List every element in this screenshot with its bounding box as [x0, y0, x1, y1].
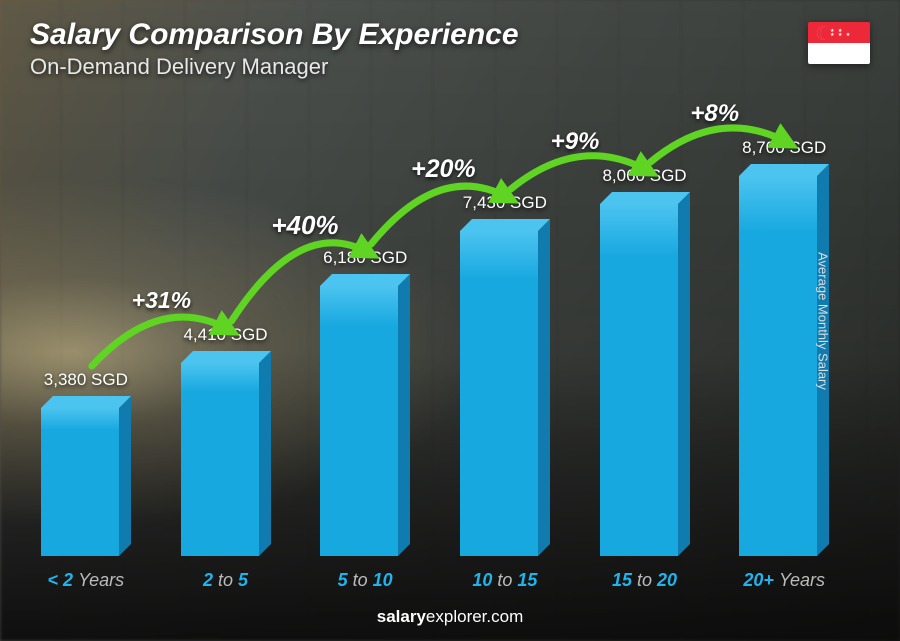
x-axis-label: 5 to 10 — [309, 570, 421, 591]
bar-slot: 4,410 SGD — [170, 363, 282, 556]
x-axis-label: 10 to 15 — [449, 570, 561, 591]
bar-slot: 3,380 SGD — [30, 408, 142, 556]
x-axis-label: 20+ Years — [728, 570, 840, 591]
bar — [600, 204, 690, 556]
bar-value-label: 8,700 SGD — [742, 138, 826, 158]
x-axis-label: 2 to 5 — [170, 570, 282, 591]
y-axis-label: Average Monthly Salary — [816, 252, 831, 390]
bar-value-label: 4,410 SGD — [183, 325, 267, 345]
footer-bold: salary — [377, 607, 426, 626]
footer-brand: salaryexplorer.com — [0, 607, 900, 627]
x-axis-labels: < 2 Years 2 to 5 5 to 10 10 to 15 15 to 20 20… — [30, 570, 840, 591]
x-axis-label: < 2 Years — [30, 570, 142, 591]
bar — [320, 286, 410, 556]
footer-rest: explorer.com — [426, 607, 523, 626]
page-title: Salary Comparison By Experience — [30, 18, 519, 52]
bar-value-label: 7,430 SGD — [463, 193, 547, 213]
flag-singapore: ★ ★★ ★ ★ — [808, 22, 870, 64]
x-axis-label: 15 to 20 — [589, 570, 701, 591]
bar-slot: 6,180 SGD — [309, 286, 421, 556]
bar-chart: 3,380 SGD4,410 SGD6,180 SGD7,430 SGD8,06… — [30, 110, 840, 556]
bar — [460, 231, 550, 556]
page-subtitle: On-Demand Delivery Manager — [30, 54, 519, 80]
bar — [181, 363, 271, 556]
bar-value-label: 8,060 SGD — [602, 166, 686, 186]
bar-value-label: 3,380 SGD — [44, 370, 128, 390]
bar — [41, 408, 131, 556]
bar-value-label: 6,180 SGD — [323, 248, 407, 268]
header: Salary Comparison By Experience On-Deman… — [30, 18, 519, 80]
bar-slot: 8,060 SGD — [589, 204, 701, 556]
bar-slot: 7,430 SGD — [449, 231, 561, 556]
